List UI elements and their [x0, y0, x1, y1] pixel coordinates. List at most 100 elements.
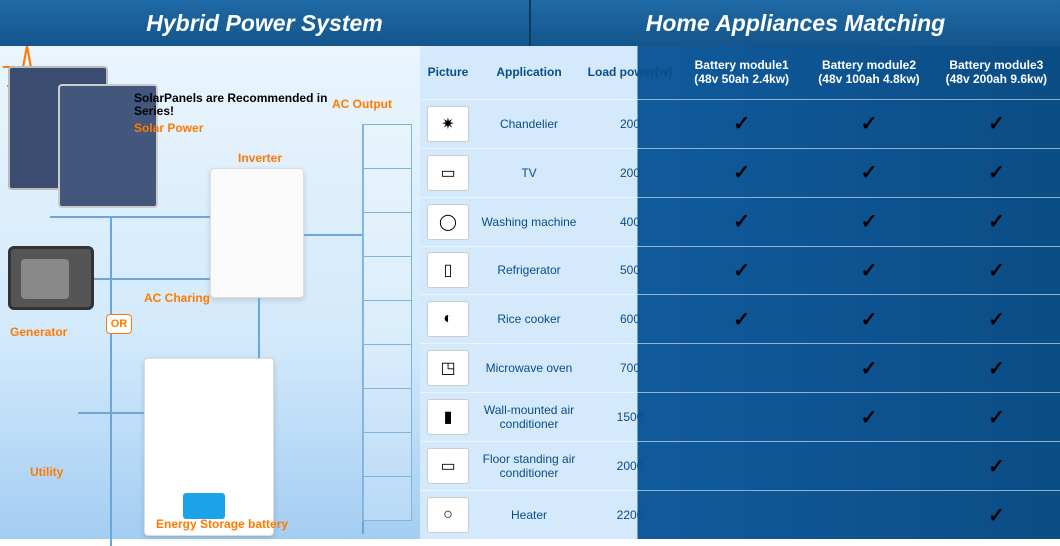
infographic-root: Hybrid Power System Home Appliances Matc…	[0, 0, 1060, 539]
module3-check-cell: ✓	[933, 344, 1060, 393]
generator-label: Generator	[10, 326, 67, 339]
appliance-name-cell: Heater	[476, 491, 582, 539]
generator-icon	[8, 246, 94, 310]
module1-check-cell: ✓	[678, 246, 805, 295]
appliance-picture-cell: ▮	[420, 393, 476, 442]
appliance-power-cell: 2200	[582, 491, 678, 539]
module2-check-cell: ✓	[805, 246, 932, 295]
module-title: Battery module1	[695, 58, 789, 72]
appliance-name-cell: Rice cooker	[476, 295, 582, 344]
connector-line	[110, 216, 112, 546]
appliance-power-cell: 400	[582, 197, 678, 246]
col-load-power: Load power(w)	[582, 46, 678, 99]
module2-check-cell: ✓	[805, 148, 932, 197]
appliance-power-cell: 200	[582, 99, 678, 148]
appliance-picture-cell: ◳	[420, 344, 476, 393]
module1-check-cell	[678, 393, 805, 442]
connector-line	[50, 216, 210, 218]
module3-check-cell: ✓	[933, 393, 1060, 442]
inverter-label: Inverter	[238, 152, 282, 165]
appliance-icon: ◯	[427, 204, 469, 240]
col-picture: Picture	[420, 46, 476, 99]
utility-label: Utility	[30, 466, 63, 479]
battery-icon	[144, 358, 274, 536]
module2-check-cell	[805, 442, 932, 491]
table-row: ◳Microwave oven700 ✓✓	[420, 344, 1060, 393]
appliance-icon: ▭	[427, 155, 469, 191]
module2-check-cell: ✓	[805, 197, 932, 246]
table-row: ▮Wall-mounted air conditioner1500✓✓	[420, 393, 1060, 442]
appliance-picture-cell: ◐	[420, 295, 476, 344]
module1-check-cell: ✓	[678, 148, 805, 197]
appliance-name-cell: Refrigerator	[476, 246, 582, 295]
module3-check-cell: ✓	[933, 197, 1060, 246]
module1-check-cell: ✓	[678, 99, 805, 148]
inverter-icon	[210, 168, 304, 298]
appliance-name-cell: Microwave oven	[476, 344, 582, 393]
appliance-power-cell: 200	[582, 148, 678, 197]
appliance-power-cell: 600	[582, 295, 678, 344]
main: OR SolarPanels are Recommended in Series…	[0, 46, 1060, 539]
connector-line	[94, 278, 210, 280]
module-title: Battery module3	[949, 58, 1043, 72]
appliance-name-cell: Wall-mounted air conditioner	[476, 393, 582, 442]
appliance-icon: ✷	[427, 106, 469, 142]
table-row: ○Heater2200 ✓	[420, 491, 1060, 539]
appliance-icon: ◐	[427, 301, 469, 337]
system-diagram: OR SolarPanels are Recommended in Series…	[0, 46, 420, 539]
appliance-icon: ▯	[427, 252, 469, 288]
module1-check-cell	[678, 442, 805, 491]
appliance-name-cell: TV	[476, 148, 582, 197]
module3-check-cell: ✓	[933, 246, 1060, 295]
appliance-picture-cell: ○	[420, 491, 476, 539]
appliance-picture-cell: ▭	[420, 442, 476, 491]
ac-output-label: AC Output	[332, 98, 392, 111]
module1-check-cell	[678, 344, 805, 393]
col-module3: Battery module3 (48v 200ah 9.6kw)	[933, 46, 1060, 99]
header-right-title: Home Appliances Matching	[531, 0, 1060, 46]
appliance-name-cell: Chandelier	[476, 99, 582, 148]
table-body: ✷Chandelier200✓✓✓▭TV200✓✓✓◯Washing machi…	[420, 99, 1060, 539]
appliance-picture-cell: ◯	[420, 197, 476, 246]
table-row: ◐Rice cooker600✓✓✓	[420, 295, 1060, 344]
header: Hybrid Power System Home Appliances Matc…	[0, 0, 1060, 46]
module3-check-cell: ✓	[933, 491, 1060, 539]
col-application: Application	[476, 46, 582, 99]
table-row: ▭Floor standing air conditioner2000 ✓	[420, 442, 1060, 491]
module-title: Battery module2	[822, 58, 916, 72]
module2-check-cell: ✓	[805, 99, 932, 148]
module1-check-cell	[678, 491, 805, 539]
series-note-label: SolarPanels are Recommended in Series!	[134, 92, 334, 118]
module2-check-cell: ✓	[805, 344, 932, 393]
appliance-power-cell: 2000	[582, 442, 678, 491]
or-badge: OR	[106, 314, 132, 334]
appliance-name-cell: Floor standing air conditioner	[476, 442, 582, 491]
appliance-table-panel: Picture Application Load power(w) Batter…	[420, 46, 1060, 539]
module2-check-cell	[805, 491, 932, 539]
solar-power-label: Solar Power	[134, 122, 203, 135]
module-spec: (48v 50ah 2.4kw)	[694, 72, 789, 86]
connector-line	[258, 298, 260, 358]
table-row: ▯Refrigerator500✓✓✓	[420, 246, 1060, 295]
ac-charging-label: AC Charing	[144, 292, 210, 305]
appliance-power-cell: 1500	[582, 393, 678, 442]
module1-check-cell: ✓	[678, 295, 805, 344]
module1-check-cell: ✓	[678, 197, 805, 246]
table-header-row: Picture Application Load power(w) Batter…	[420, 46, 1060, 99]
appliance-name-cell: Washing machine	[476, 197, 582, 246]
appliance-icon: ◳	[427, 350, 469, 386]
appliance-picture-cell: ▭	[420, 148, 476, 197]
col-module1: Battery module1 (48v 50ah 2.4kw)	[678, 46, 805, 99]
module3-check-cell: ✓	[933, 442, 1060, 491]
table-row: ▭TV200✓✓✓	[420, 148, 1060, 197]
appliance-table: Picture Application Load power(w) Batter…	[420, 46, 1060, 539]
appliance-power-cell: 700	[582, 344, 678, 393]
header-left-title: Hybrid Power System	[0, 0, 531, 46]
battery-label: Energy Storage battery	[156, 518, 288, 531]
module-spec: (48v 100ah 4.8kw)	[818, 72, 919, 86]
appliance-icon: ▭	[427, 448, 469, 484]
appliance-icon: ▮	[427, 399, 469, 435]
table-row: ◯Washing machine400✓✓✓	[420, 197, 1060, 246]
module3-check-cell: ✓	[933, 295, 1060, 344]
appliance-picture-cell: ✷	[420, 99, 476, 148]
